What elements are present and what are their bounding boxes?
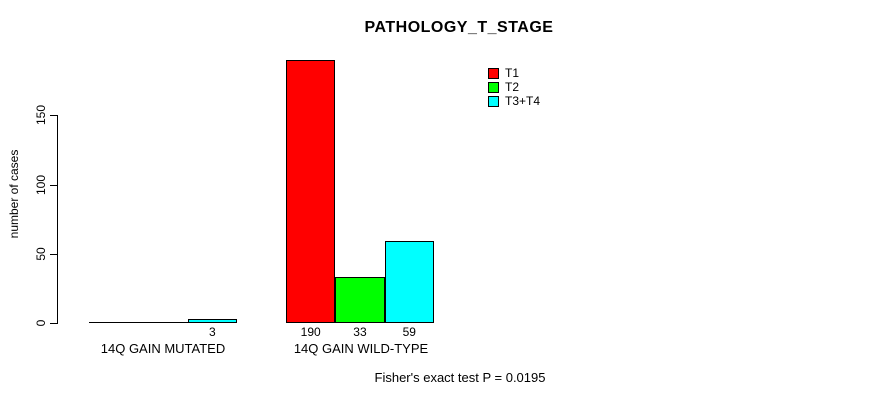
legend-item-t1: T1 — [488, 67, 540, 79]
y-tick — [50, 323, 57, 324]
y-tick — [50, 115, 57, 117]
bar — [384, 241, 434, 323]
bar-zero — [89, 322, 140, 323]
legend: T1 T2 T3+T4 — [488, 67, 540, 109]
legend-swatch-t2 — [488, 81, 499, 93]
y-tick-label: 50 — [34, 247, 48, 261]
category-label-mutated: 14Q GAIN MUTATED — [100, 341, 226, 356]
y-tick-label: 150 — [34, 105, 48, 126]
legend-label-t1: T1 — [505, 66, 520, 80]
y-tick — [50, 184, 57, 186]
y-tick-label: 100 — [34, 174, 48, 195]
legend-swatch-t3t4 — [488, 95, 499, 107]
y-axis-line — [57, 115, 58, 324]
bar — [187, 318, 237, 323]
bar — [335, 277, 385, 323]
legend-label-t2: T2 — [505, 80, 520, 94]
annotation-text: Fisher's exact test P = 0.0195 — [374, 370, 546, 385]
bar — [286, 60, 336, 323]
bar-value-label: 3 — [208, 325, 216, 339]
legend-swatch-t1 — [488, 67, 499, 79]
chart-title: PATHOLOGY_T_STAGE — [364, 19, 554, 36]
bar-value-label: 59 — [402, 325, 416, 339]
legend-item-t2: T2 — [488, 81, 540, 93]
y-tick — [50, 253, 57, 255]
y-tick-label: 0 — [34, 319, 48, 327]
legend-label-t3t4: T3+T4 — [505, 94, 541, 108]
category-label-wild-type: 14Q GAIN WILD-TYPE — [293, 341, 429, 356]
legend-item-t3t4: T3+T4 — [488, 95, 540, 107]
bar-zero — [138, 322, 189, 323]
y-axis-label: number of cases — [7, 149, 21, 239]
bar-value-label: 190 — [300, 325, 321, 339]
bar-value-label: 33 — [353, 325, 367, 339]
